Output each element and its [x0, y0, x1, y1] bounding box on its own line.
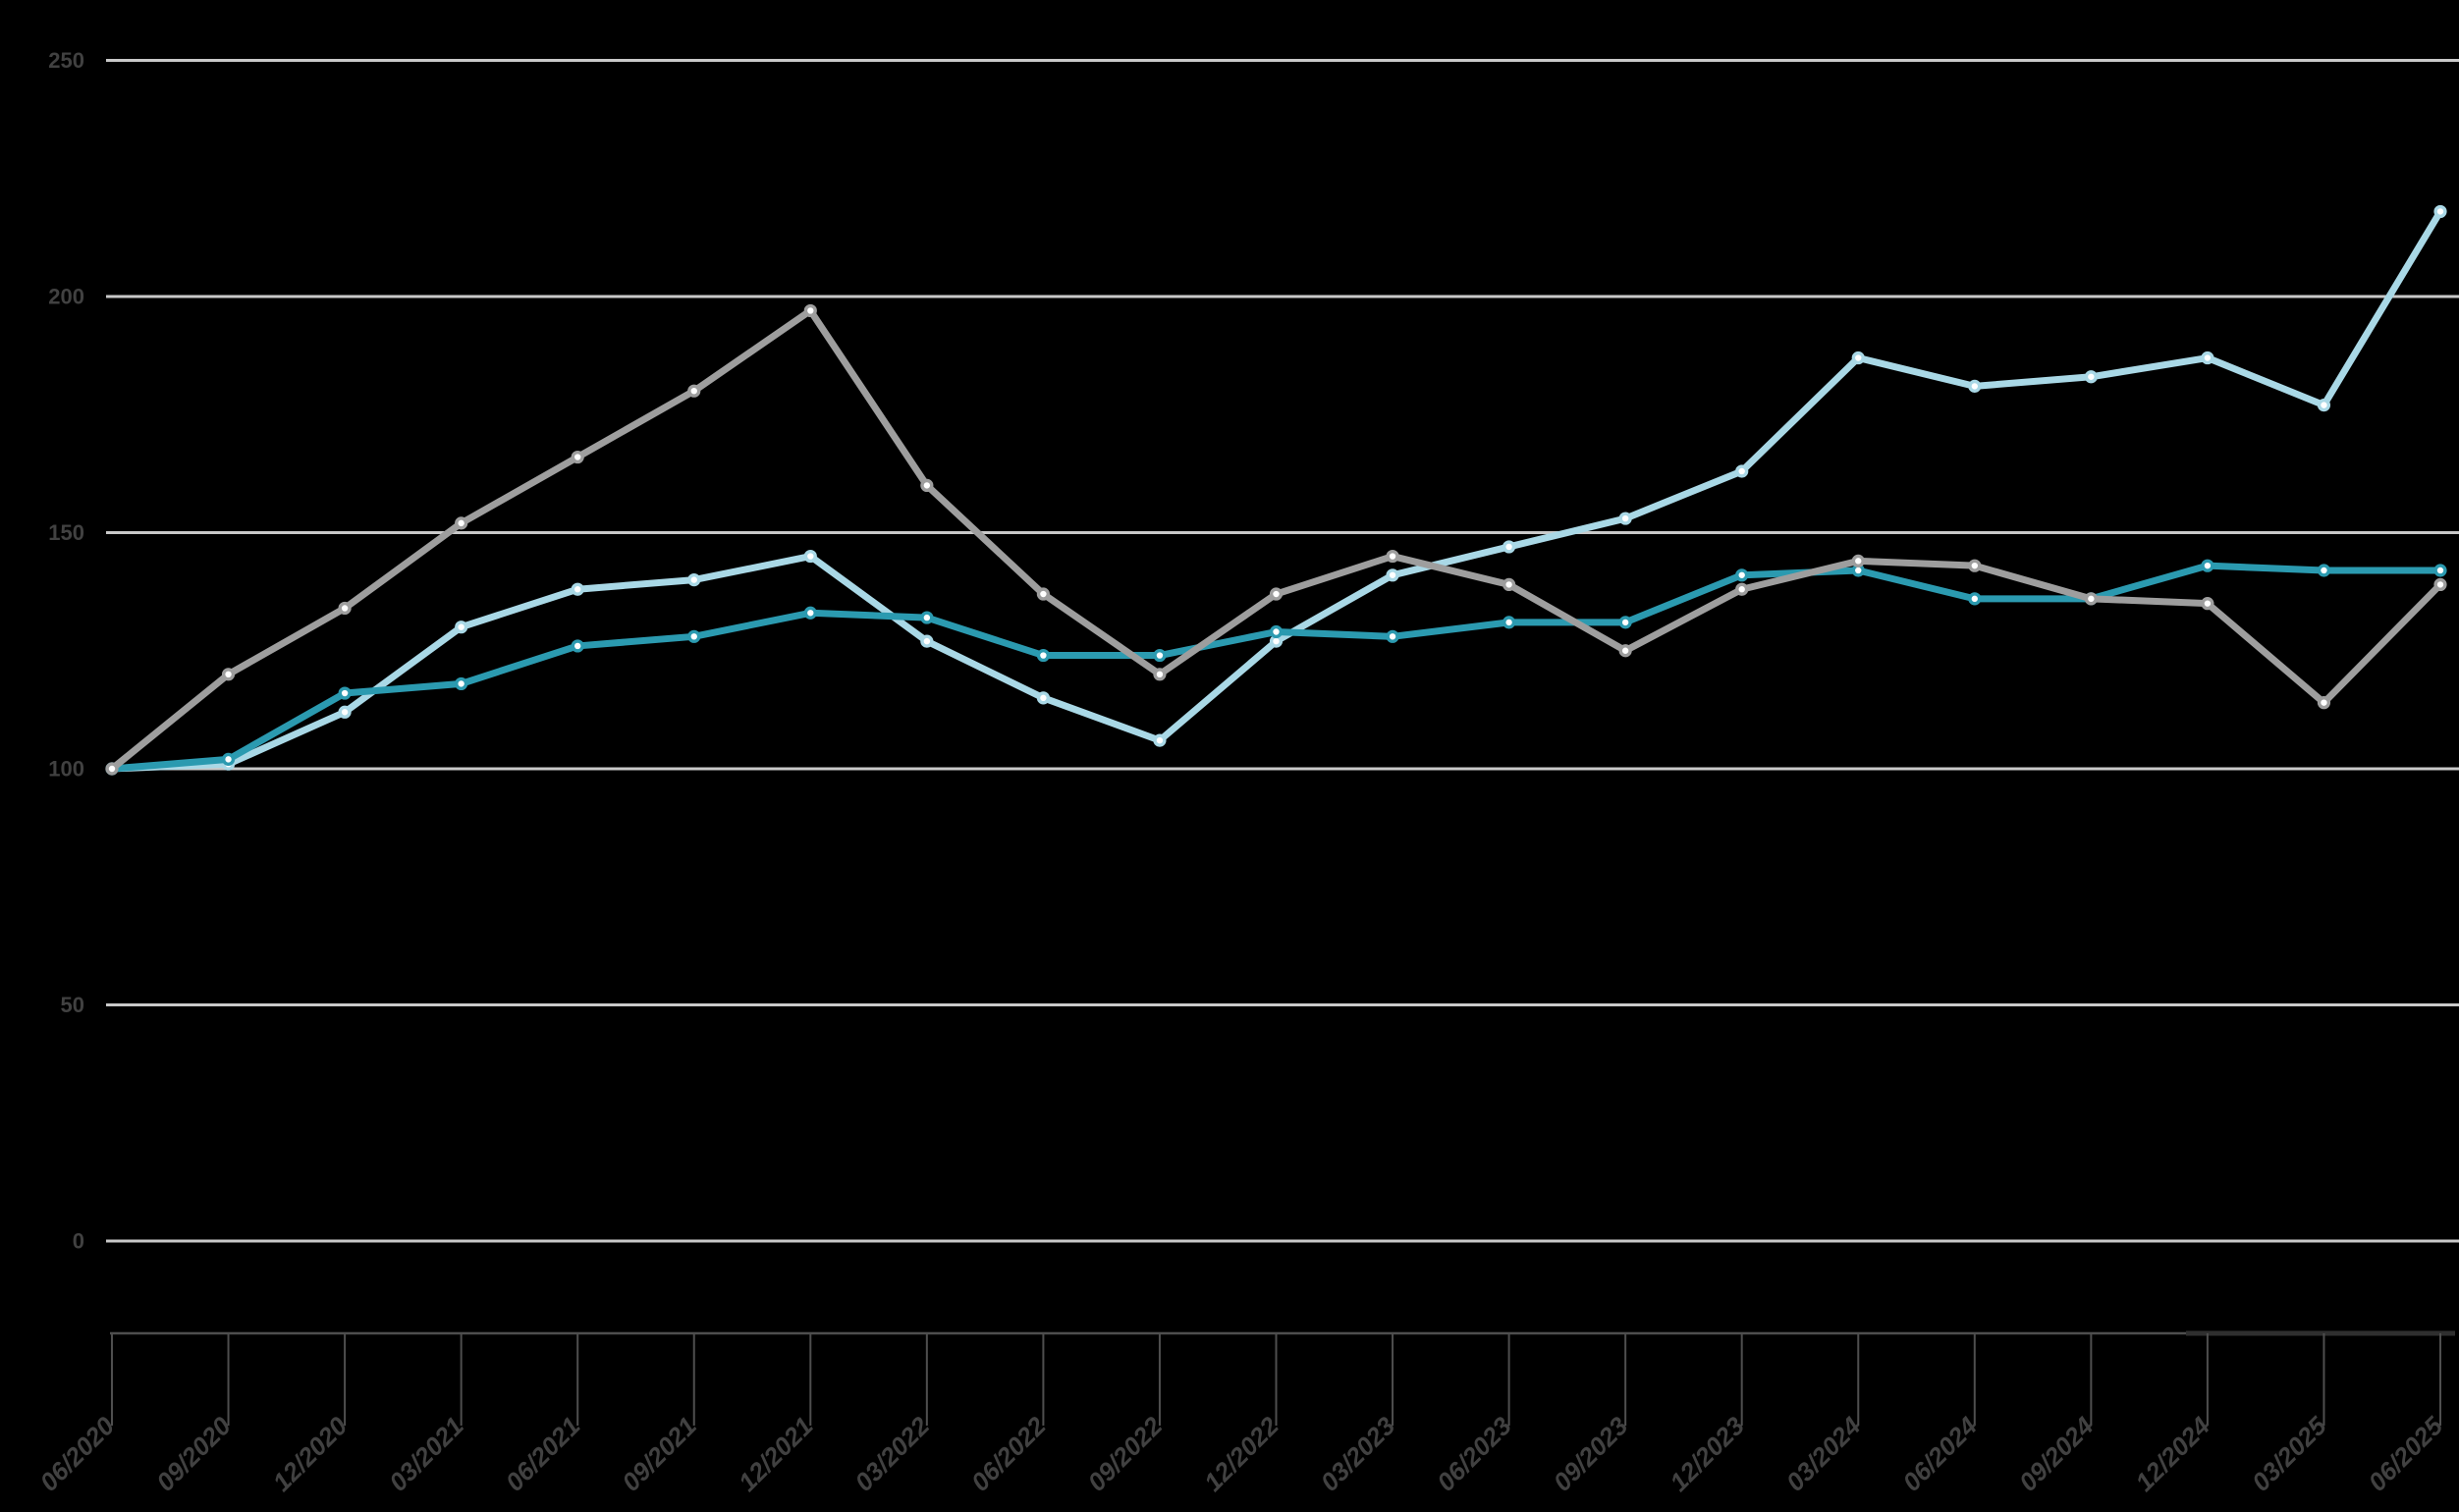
y-axis-label-0: 0	[73, 1229, 84, 1254]
teal-series-marker-12/2021[interactable]	[803, 606, 817, 620]
light-blue-series-marker-12/2021[interactable]	[803, 549, 817, 564]
x-axis-label-16: 06/2024	[1896, 1411, 1983, 1497]
x-axis-label-20: 06/2025	[2363, 1411, 2449, 1497]
x-axis-label-18: 12/2024	[2129, 1411, 2215, 1497]
gray-series-marker-03/2024[interactable]	[1851, 554, 1865, 567]
gray-series-marker-06/2020[interactable]	[105, 762, 119, 776]
x-axis-label-15: 03/2024	[1780, 1411, 1867, 1497]
teal-series-marker-09/2020[interactable]	[221, 752, 236, 766]
light-blue-series-marker-06/2021[interactable]	[571, 582, 584, 596]
gray-series-marker-03/2022[interactable]	[920, 478, 934, 493]
x-axis-label-1: 09/2020	[150, 1411, 237, 1497]
gray-series-marker-12/2023[interactable]	[1735, 582, 1749, 596]
teal-series-marker-09/2023[interactable]	[1618, 616, 1632, 629]
axis-dark-segment	[2186, 1330, 2455, 1336]
light-blue-series-marker-09/2023[interactable]	[1618, 512, 1632, 525]
light-blue-series-marker-06/2023[interactable]	[1502, 540, 1516, 554]
x-axis-label-4: 06/2021	[500, 1411, 586, 1497]
light-blue-series-marker-03/2022[interactable]	[920, 634, 934, 648]
y-axis-label-100: 100	[48, 757, 84, 782]
gray-series-marker-09/2023[interactable]	[1618, 644, 1632, 658]
gray-series-marker-09/2020[interactable]	[221, 668, 236, 681]
teal-series-marker-12/2022[interactable]	[1269, 624, 1284, 639]
y-axis-label-250: 250	[48, 48, 84, 73]
teal-series-marker-12/2024[interactable]	[2201, 559, 2214, 572]
gray-series-marker-03/2023[interactable]	[1386, 549, 1399, 564]
teal-series-marker-06/2024[interactable]	[1968, 592, 1982, 606]
teal-series-marker-06/2021[interactable]	[571, 639, 584, 653]
light-blue-series-marker-03/2023[interactable]	[1386, 568, 1399, 582]
x-axis-label-7: 03/2022	[848, 1411, 935, 1497]
x-axis-label-14: 12/2023	[1664, 1411, 1750, 1497]
light-blue-series-marker-12/2024[interactable]	[2201, 351, 2214, 365]
light-blue-series-marker-09/2021[interactable]	[687, 572, 701, 587]
light-blue-series-marker-06/2022[interactable]	[1036, 691, 1051, 705]
gray-series-marker-06/2022[interactable]	[1036, 587, 1051, 601]
teal-series-marker-03/2021[interactable]	[455, 676, 468, 691]
light-blue-series-marker-09/2024[interactable]	[2084, 370, 2098, 384]
light-blue-series-marker-03/2021[interactable]	[455, 621, 468, 634]
x-axis-label-19: 03/2025	[2246, 1411, 2332, 1497]
light-blue-series-marker-12/2023[interactable]	[1735, 464, 1749, 478]
gray-series-marker-12/2024[interactable]	[2201, 597, 2214, 611]
x-axis-label-8: 06/2022	[965, 1411, 1052, 1497]
gray-series-marker-12/2022[interactable]	[1269, 587, 1284, 601]
light-blue-series-marker-03/2025[interactable]	[2317, 399, 2331, 412]
x-axis-label-10: 12/2022	[1198, 1411, 1284, 1497]
x-axis-label-13: 09/2023	[1548, 1411, 1634, 1497]
x-axis-label-2: 12/2020	[267, 1411, 354, 1497]
gray-series-marker-12/2020[interactable]	[338, 601, 352, 616]
x-axis-label-12: 06/2023	[1431, 1411, 1517, 1497]
gray-series-marker-06/2021[interactable]	[571, 450, 584, 464]
teal-series-marker-03/2022[interactable]	[920, 611, 934, 624]
gray-series-marker-12/2021[interactable]	[803, 303, 817, 318]
teal-series-marker-12/2023[interactable]	[1735, 568, 1749, 582]
teal-series-marker-06/2025[interactable]	[2433, 564, 2447, 577]
gray-series-marker-06/2023[interactable]	[1502, 577, 1516, 592]
gray-series-marker-03/2021[interactable]	[455, 516, 468, 530]
x-axis-label-17: 09/2024	[2013, 1411, 2100, 1497]
gray-series-marker-06/2025[interactable]	[2433, 577, 2447, 592]
gray-series-marker-09/2022[interactable]	[1153, 668, 1167, 681]
teal-series-marker-12/2020[interactable]	[338, 686, 352, 700]
light-blue-series-marker-06/2025[interactable]	[2433, 204, 2447, 219]
x-axis-label-5: 09/2021	[616, 1411, 702, 1497]
teal-series-marker-09/2022[interactable]	[1153, 648, 1167, 663]
y-axis-label-150: 150	[48, 520, 84, 545]
teal-series-marker-03/2025[interactable]	[2317, 564, 2331, 577]
x-axis-label-6: 12/2021	[733, 1411, 819, 1497]
teal-series-marker-06/2023[interactable]	[1502, 616, 1516, 629]
x-axis-label-9: 09/2022	[1082, 1411, 1169, 1497]
y-axis-label-50: 50	[61, 993, 84, 1017]
gray-series-marker-09/2024[interactable]	[2084, 592, 2098, 606]
x-axis-label-11: 03/2023	[1315, 1411, 1401, 1497]
x-axis-label-3: 03/2021	[383, 1411, 469, 1497]
gray-series-marker-03/2025[interactable]	[2317, 696, 2331, 710]
gray-series-marker-06/2024[interactable]	[1968, 559, 1982, 572]
teal-series-marker-09/2021[interactable]	[687, 629, 701, 643]
light-blue-series-marker-03/2024[interactable]	[1851, 351, 1865, 365]
y-axis-label-200: 200	[48, 285, 84, 309]
teal-series-marker-06/2022[interactable]	[1036, 648, 1051, 663]
light-blue-series-marker-06/2024[interactable]	[1968, 379, 1982, 393]
x-axis-label-0: 06/2020	[34, 1411, 121, 1497]
teal-series-marker-03/2023[interactable]	[1386, 629, 1399, 643]
light-blue-series-marker-12/2020[interactable]	[338, 705, 352, 719]
gray-series-marker-09/2021[interactable]	[687, 384, 701, 398]
light-blue-series-marker-09/2022[interactable]	[1153, 733, 1167, 747]
